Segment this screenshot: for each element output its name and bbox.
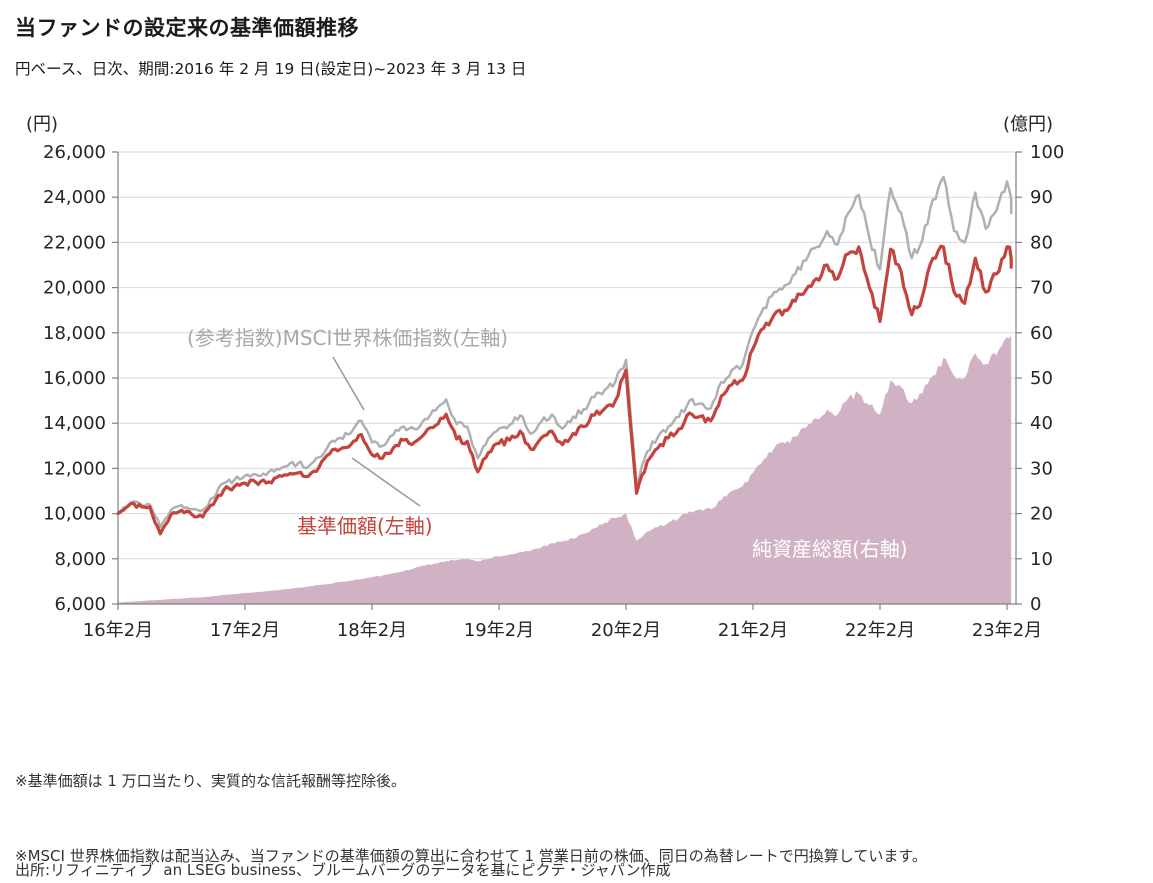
index-label-callout [332, 356, 365, 411]
left-axis-tick-label: 24,000 [43, 187, 106, 208]
right-axis-tick-label: 20 [1030, 504, 1053, 525]
right-axis-tick-label: 10 [1030, 549, 1053, 570]
nav-history-chart: 6,000 0 8,000 10 10,000 20 12,000 30 14,000 40 16,… [43, 142, 1064, 641]
footnote-line-1: ※基準価額は 1 万口当たり、実質的な信託報酬等控除後。 [15, 772, 407, 790]
left-axis-tick-label: 6,000 [54, 594, 106, 615]
x-axis-tick-label: 22年2月 [845, 620, 915, 641]
x-axis-tick-label: 21年2月 [718, 620, 788, 641]
left-axis-tick-label: 16,000 [43, 368, 106, 389]
right-axis-unit-label: (億円) [1003, 114, 1054, 135]
left-axis-unit-label: (円) [26, 114, 59, 135]
x-axis-tick-label: 19年2月 [464, 620, 534, 641]
assets-area [118, 334, 1012, 604]
footnote-line-2: ※MSCI 世界株価指数は配当込み、当ファンドの基準価額の算出に合わせて 1 営… [15, 847, 927, 865]
right-axis-tick-label: 80 [1030, 232, 1053, 253]
left-axis-tick-label: 12,000 [43, 458, 106, 479]
left-axis-tick-label: 26,000 [43, 142, 106, 163]
assets-series-label: 純資産総額(右軸) [752, 537, 908, 561]
left-axis-tick-label: 22,000 [43, 232, 106, 253]
x-axis-tick-label: 16年2月 [83, 620, 153, 641]
source-note: 出所:リフィニティブ an LSEG business、ブルームバーグのデータを… [15, 808, 869, 883]
right-axis-tick-label: 70 [1030, 278, 1053, 299]
x-axis-tick-label: 18年2月 [337, 620, 407, 641]
fund-label-callout [351, 457, 421, 507]
right-axis-tick-label: 90 [1030, 187, 1053, 208]
right-axis-tick-label: 0 [1030, 594, 1041, 615]
right-axis-tick-label: 100 [1030, 142, 1064, 163]
fund-series-label: 基準価額(左軸) [297, 514, 433, 538]
footnotes: ※基準価額は 1 万口当たり、実質的な信託報酬等控除後。 ※MSCI 世界株価指… [15, 719, 927, 883]
page-title: 当ファンドの設定来の基準価額推移 [15, 16, 359, 40]
left-axis-tick-label: 10,000 [43, 504, 106, 525]
page-subtitle: 円ベース、日次、期間:2016 年 2 月 19 日(設定日)~2023 年 3… [15, 60, 527, 78]
right-axis-tick-label: 60 [1030, 323, 1053, 344]
x-axis-tick-label: 17年2月 [210, 620, 280, 641]
source-line-1: 出所:リフィニティブ an LSEG business、ブルームバーグのデータを… [15, 861, 671, 879]
left-axis-tick-label: 20,000 [43, 278, 106, 299]
right-axis-tick-label: 40 [1030, 413, 1053, 434]
left-axis-tick-label: 14,000 [43, 413, 106, 434]
x-axis-tick-label: 20年2月 [591, 620, 661, 641]
index-series-label: (参考指数)MSCI世界株価指数(左軸) [187, 326, 509, 350]
index-line [116, 175, 1013, 529]
x-axis-tick-label: 23年2月 [972, 620, 1042, 641]
fund-line [116, 244, 1013, 536]
left-axis-tick-label: 8,000 [54, 549, 106, 570]
left-axis-tick-label: 18,000 [43, 323, 106, 344]
right-axis-tick-label: 50 [1030, 368, 1053, 389]
right-axis-tick-label: 30 [1030, 458, 1053, 479]
